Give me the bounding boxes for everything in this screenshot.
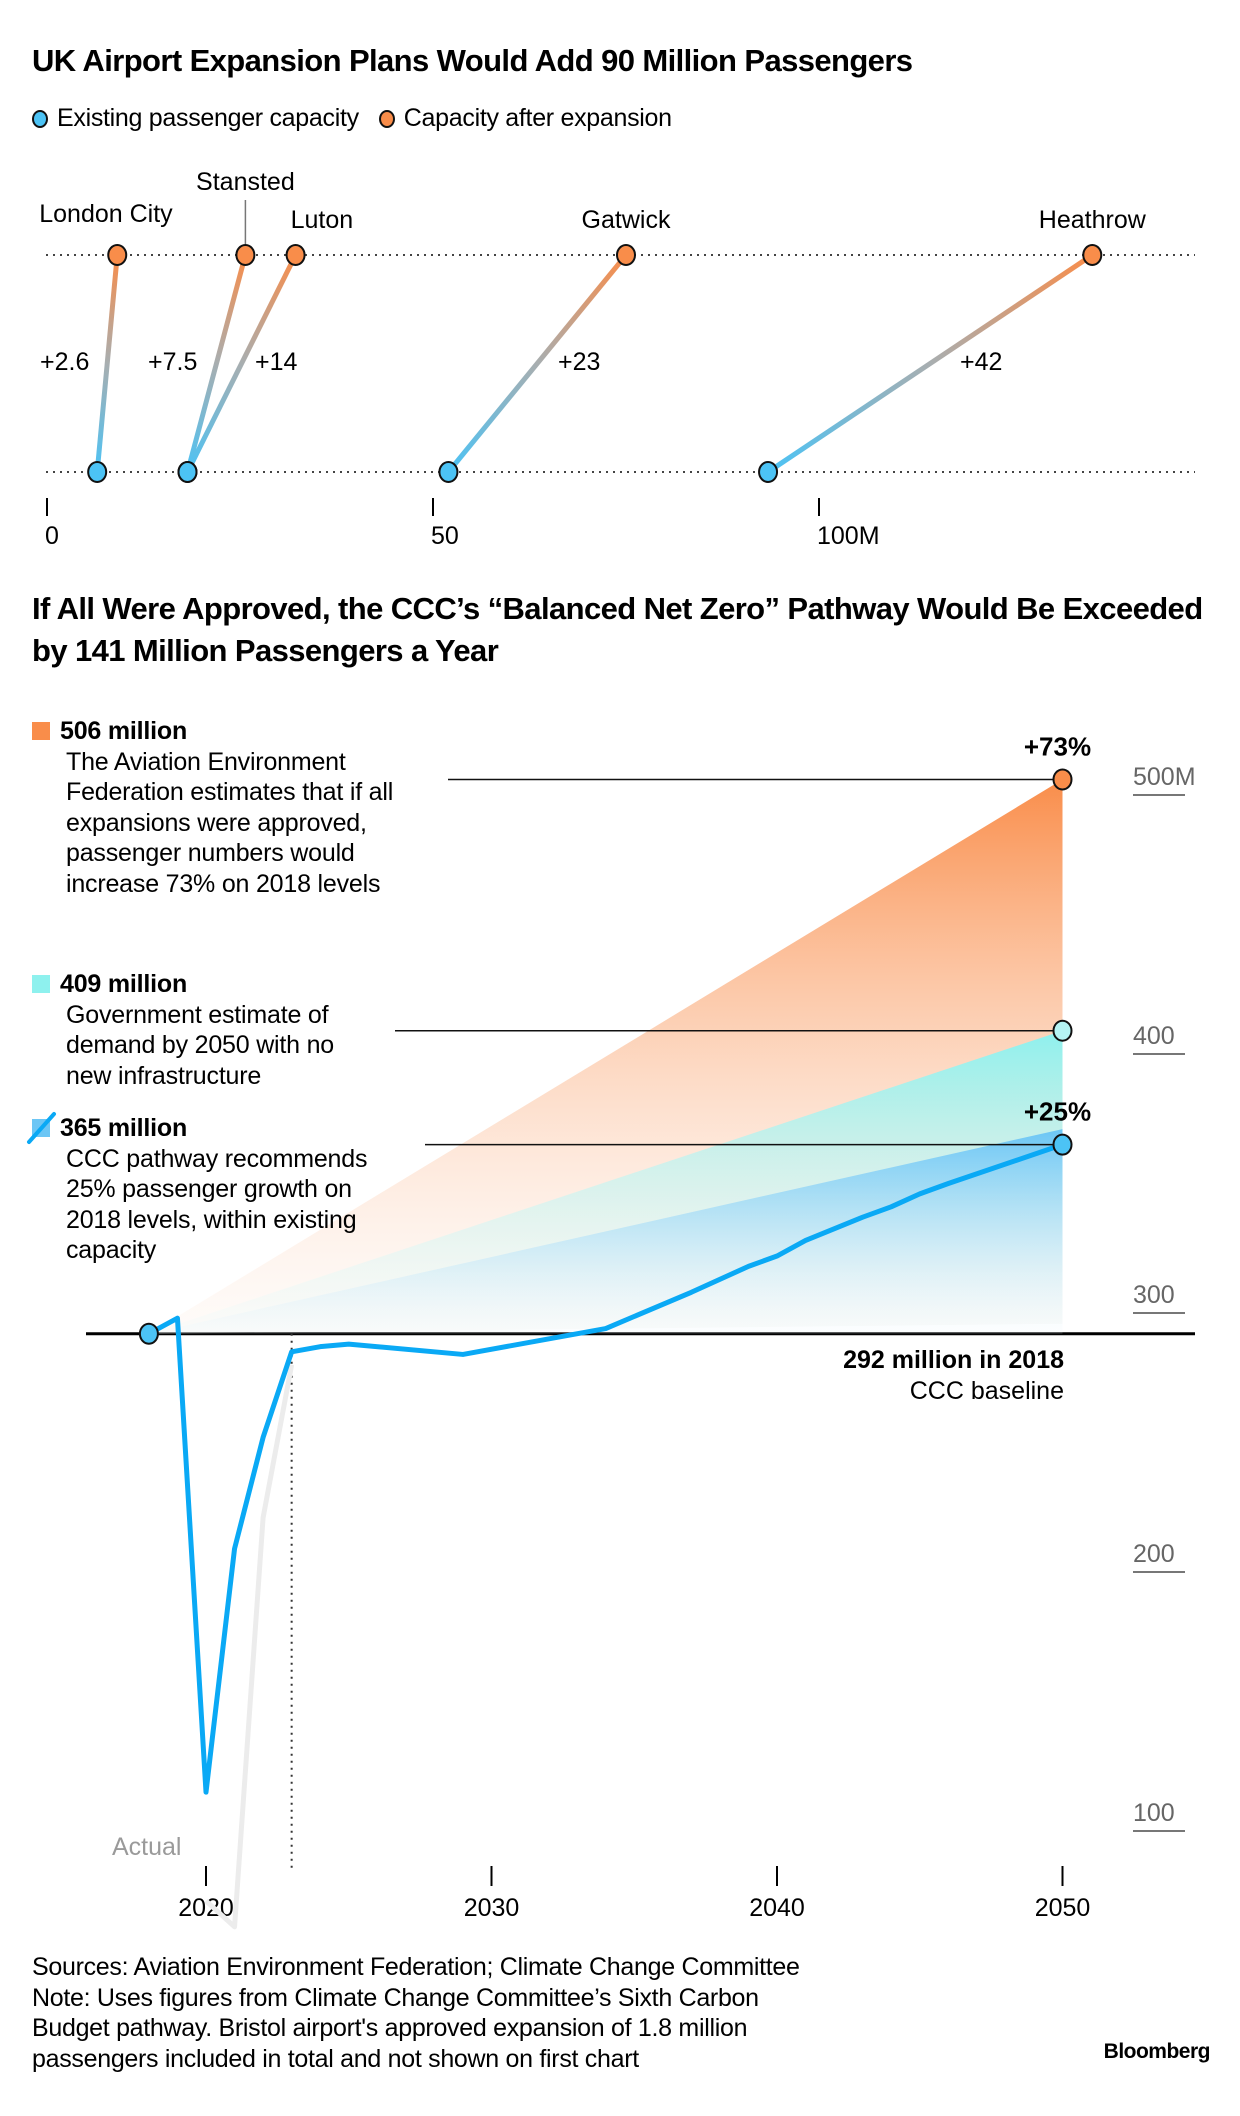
gov-swatch-icon	[32, 975, 50, 994]
change-label: +14	[255, 348, 298, 376]
change-line-stansted	[185, 254, 248, 473]
pct-label-ccc: +25%	[1024, 1097, 1091, 1127]
existing-dot	[758, 461, 779, 483]
change-line-gatwick	[446, 253, 628, 474]
annotation-ccc-headline: 365 million	[60, 1114, 188, 1142]
chart1-title: UK Airport Expansion Plans Would Add 90 …	[32, 43, 913, 78]
x-tick-label: 2040	[749, 1894, 805, 1922]
pct-label-aef: +73%	[1024, 731, 1091, 761]
baseline-label: 292 million in 2018	[843, 1346, 1064, 1374]
actual-series-label: Actual	[112, 1833, 181, 1861]
change-label: +42	[960, 348, 1002, 376]
x-tick-label: 50	[431, 522, 459, 550]
airport-label: Luton	[291, 206, 354, 234]
y-tick-label: 300	[1133, 1281, 1175, 1309]
area-ccc	[148, 1129, 1063, 1334]
airport-label: London City	[39, 200, 173, 228]
existing-dot	[87, 461, 108, 483]
change-line-london-city	[94, 254, 120, 473]
ccc-line-icon	[27, 1112, 56, 1145]
y-tick-label: 100	[1133, 1799, 1175, 1827]
endpoint-gov	[1052, 1019, 1073, 1042]
annotation-gov-headline: 409 million	[60, 970, 188, 998]
chart1-plot: 0 50 100M London City +2.6 Stansted +7.5 Luton…	[39, 168, 1195, 550]
legend-dot-expanded-icon	[378, 109, 395, 128]
annotation-gov-description: Government estimate of demand by 2050 wi…	[66, 1000, 335, 1090]
expanded-dot	[107, 244, 128, 266]
series-actual-line	[204, 1364, 295, 1930]
endpoint-aef	[1052, 768, 1073, 791]
change-label: +2.6	[40, 348, 89, 376]
change-label: +7.5	[148, 348, 197, 376]
change-line-luton	[185, 253, 298, 474]
chart2-title: If All Were Approved, the CCC’s “Balance…	[32, 591, 1203, 668]
expanded-dot	[235, 244, 256, 266]
chart1-legend: Existing passenger capacity Capacity aft…	[32, 104, 692, 133]
change-label: +23	[558, 348, 600, 376]
annotation-ccc: 365 million CCC pathway recommends 25% p…	[27, 1112, 368, 1266]
expanded-dot	[285, 244, 306, 266]
annotation-aef-headline: 506 million	[60, 717, 188, 745]
existing-dot	[438, 461, 459, 483]
annotation-gov: 409 million Government estimate of deman…	[32, 969, 334, 1091]
airport-label: Gatwick	[582, 206, 671, 234]
y-tick-label: 200	[1133, 1540, 1175, 1568]
y-tick-label: 400	[1133, 1022, 1175, 1050]
legend-item-existing: Existing passenger capacity	[32, 104, 359, 133]
ccc-swatch-icon	[27, 1112, 56, 1145]
aef-swatch-icon	[32, 722, 50, 741]
legend-label-existing: Existing passenger capacity	[57, 104, 359, 132]
annotation-ccc-description: CCC pathway recommends 25% passenger gro…	[66, 1144, 368, 1265]
baseline-2018-dot	[138, 1322, 159, 1345]
bloomberg-logo: Bloomberg	[1103, 2040, 1211, 2063]
legend-label-expanded: Capacity after expansion	[403, 104, 672, 132]
series-ccc-line	[147, 1142, 1064, 1795]
change-line-heathrow	[766, 252, 1094, 475]
expanded-dot	[616, 244, 636, 266]
airport-label: Heathrow	[1039, 206, 1147, 234]
footer-notes: Sources: Aviation Environment Federation…	[32, 1953, 800, 2073]
x-tick-label: 0	[45, 522, 59, 550]
baseline-sublabel: CCC baseline	[910, 1377, 1064, 1405]
x-tick-label: 2030	[464, 1894, 520, 1922]
annotation-aef: 506 million The Aviation Environment Fed…	[32, 716, 393, 899]
annotation-aef-description: The Aviation Environment Federation esti…	[66, 747, 394, 898]
expanded-dot	[1082, 244, 1103, 266]
y-tick-label: 500M	[1133, 763, 1196, 791]
existing-dot	[177, 461, 198, 483]
airport-label: Stansted	[196, 168, 295, 196]
legend-dot-existing-icon	[32, 109, 48, 128]
endpoint-ccc	[1052, 1133, 1073, 1156]
x-tick-label: 2050	[1035, 1894, 1091, 1922]
legend-item-expanded: Capacity after expansion	[378, 104, 672, 133]
x-tick-label: 100M	[817, 522, 880, 550]
